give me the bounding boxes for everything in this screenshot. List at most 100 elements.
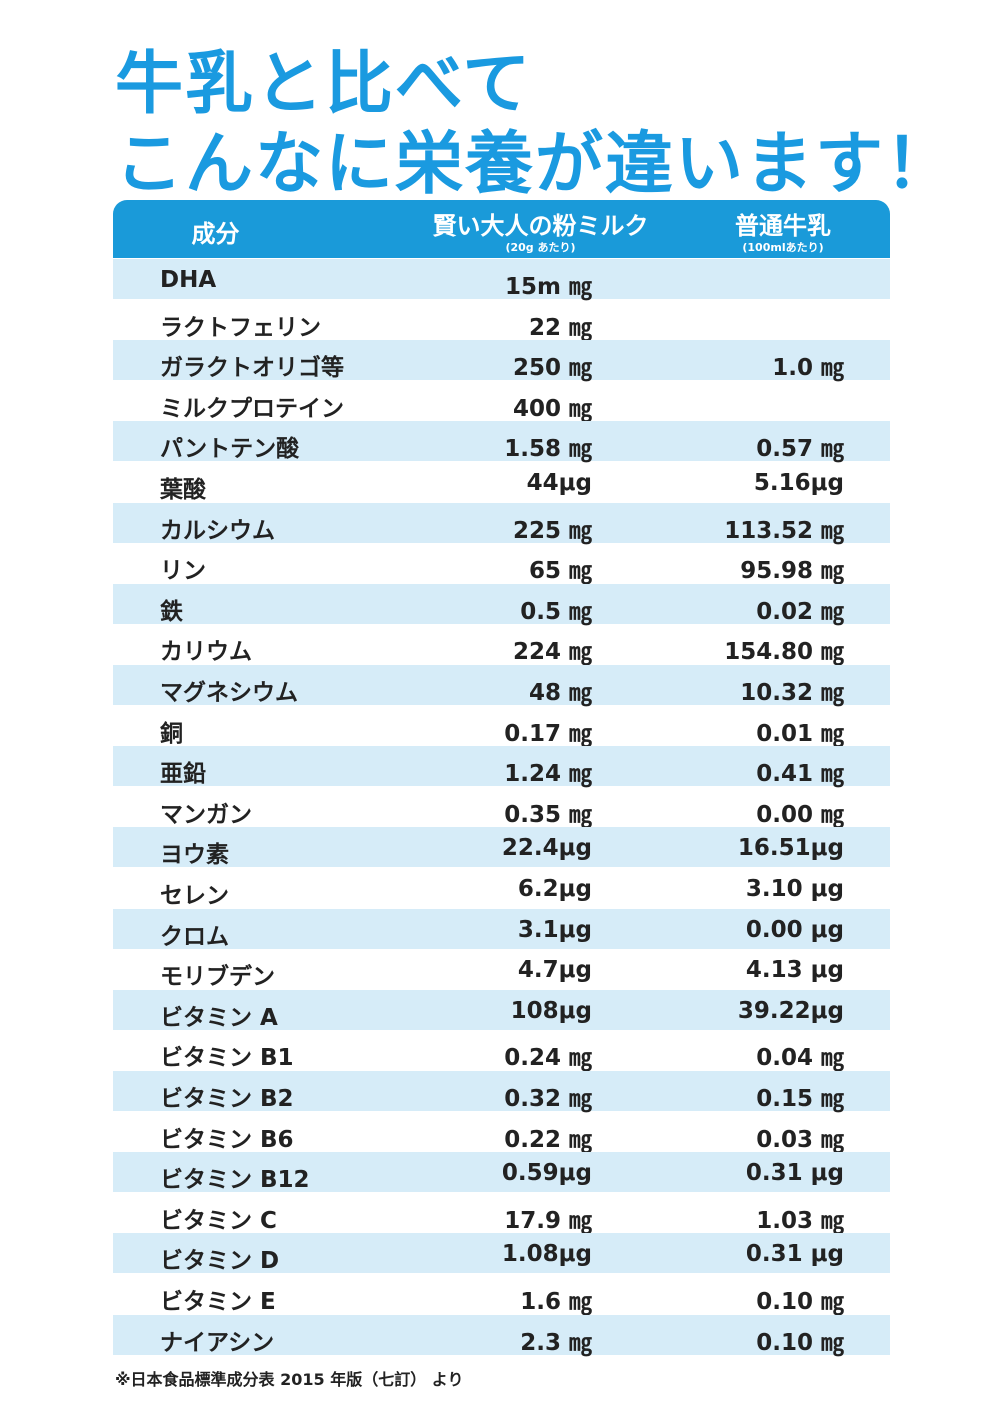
table-row: DHA 15m ㎎ <box>113 259 890 300</box>
powder-value: 22 ㎎ <box>528 314 592 341</box>
nutrient-name: ラクトフェリン <box>160 314 321 341</box>
milk-value: 4.13 μg <box>745 957 844 984</box>
table-row: ビタミン B1 0.24 ㎎ 0.04 ㎎ <box>113 1030 890 1072</box>
nutrient-name: リン <box>160 558 206 585</box>
table-row: マンガン 0.35 ㎎ 0.00 ㎎ <box>113 787 890 828</box>
nutrient-name: ビタミン B12 <box>160 1167 310 1194</box>
milk-value: 95.98 ㎎ <box>740 558 844 585</box>
nutrient-name: ビタミン B1 <box>160 1045 294 1072</box>
footnote: ※日本食品標準成分表 2015 年版（七訂） より <box>115 1370 464 1389</box>
milk-value: 0.15 ㎎ <box>756 1086 844 1112</box>
nutrient-name: カルシウム <box>160 517 275 544</box>
powder-value: 22.4μg <box>501 835 592 862</box>
milk-value: 0.00 ㎎ <box>756 801 844 828</box>
table-row: ビタミン C 17.9 ㎎ 1.03 ㎎ <box>113 1193 890 1234</box>
nutrient-name: ビタミン E <box>160 1289 276 1315</box>
milk-value: 5.16μg <box>753 470 844 496</box>
table-row: クロム 3.1μg 0.00 μg <box>113 908 890 950</box>
table-row: マグネシウム 48 ㎎ 10.32 ㎎ <box>113 665 890 706</box>
milk-value: 0.04 ㎎ <box>756 1045 844 1072</box>
powder-value: 0.59μg <box>501 1160 592 1187</box>
powder-value: 224 ㎎ <box>512 639 592 666</box>
powder-value: 1.08μg <box>501 1241 592 1268</box>
nutrient-name: ビタミン D <box>160 1248 280 1275</box>
powder-value: 65 ㎎ <box>528 558 592 585</box>
nutrient-name: ミルクプロテイン <box>160 395 344 422</box>
powder-value: 0.35 ㎎ <box>504 801 592 828</box>
milk-value: 0.00 μg <box>745 916 844 943</box>
milk-value: 154.80 ㎎ <box>724 639 844 666</box>
table-row: ビタミン B12 0.59μg 0.31 μg <box>113 1152 890 1194</box>
milk-value: 39.22μg <box>737 997 844 1024</box>
table-row: ビタミン D 1.08μg 0.31 μg <box>113 1233 890 1275</box>
milk-value: 0.31 μg <box>745 1241 844 1268</box>
column-note: (20g あたり) <box>505 241 576 254</box>
powder-value: 17.9 ㎎ <box>504 1207 592 1234</box>
milk-value: 0.41 ㎎ <box>756 761 844 788</box>
nutrient-name: DHA <box>160 267 217 293</box>
milk-value: 113.52 ㎎ <box>724 517 844 544</box>
nutrient-name: ビタミン B2 <box>160 1086 294 1112</box>
nutrient-name: 葉酸 <box>160 477 206 503</box>
column-header: 賢い大人の粉ミルク (20g あたり) <box>403 206 678 255</box>
nutrient-name: モリブデン <box>160 964 275 991</box>
milk-value: 0.02 ㎎ <box>756 598 844 625</box>
powder-value: 0.5 ㎎ <box>520 598 592 625</box>
column-label: 普通牛乳 <box>735 212 831 240</box>
nutrient-name: ビタミン B6 <box>160 1126 294 1153</box>
table-row: リン 65 ㎎ 95.98 ㎎ <box>113 543 890 585</box>
column-label: 賢い大人の粉ミルク <box>432 212 649 240</box>
nutrient-name: ヨウ素 <box>160 842 229 869</box>
milk-value: 3.10 μg <box>745 876 844 902</box>
powder-value: 108μg <box>510 997 592 1024</box>
table-header: 成分 賢い大人の粉ミルク (20g あたり) 普通牛乳 (100mlあたり) <box>113 200 890 258</box>
milk-value: 0.10 ㎎ <box>756 1289 844 1315</box>
column-label: 成分 <box>191 220 240 248</box>
column-header: 普通牛乳 (100mlあたり) <box>703 206 863 255</box>
powder-value: 0.22 ㎎ <box>504 1126 592 1153</box>
powder-value: 6.2μg <box>517 876 592 902</box>
table-row: 亜鉛 1.24 ㎎ 0.41 ㎎ <box>113 746 890 788</box>
milk-value: 10.32 ㎎ <box>740 680 844 706</box>
nutrient-name: マグネシウム <box>160 680 298 706</box>
nutrient-name: ビタミン C <box>160 1207 277 1234</box>
powder-value: 15m ㎎ <box>505 274 592 300</box>
title-line: こんなに栄養が違います！ <box>115 125 956 204</box>
table-row: ミルクプロテイン 400 ㎎ <box>113 381 890 422</box>
nutrient-name: 亜鉛 <box>160 761 206 788</box>
nutrient-name: クロム <box>160 923 229 950</box>
powder-value: 44μg <box>526 470 592 496</box>
column-header: 成分 <box>153 214 278 249</box>
powder-value: 0.32 ㎎ <box>504 1086 592 1112</box>
table-row: カリウム 224 ㎎ 154.80 ㎎ <box>113 624 890 666</box>
nutrient-name: 銅 <box>160 720 183 747</box>
powder-value: 1.24 ㎎ <box>504 761 592 788</box>
nutrient-name: ガラクトオリゴ等 <box>160 355 344 382</box>
powder-value: 1.6 ㎎ <box>520 1289 592 1315</box>
table-row: ビタミン E 1.6 ㎎ 0.10 ㎎ <box>113 1274 890 1315</box>
milk-value: 16.51μg <box>737 835 844 862</box>
table-row: 銅 0.17 ㎎ 0.01 ㎎ <box>113 706 890 747</box>
milk-value: 0.31 μg <box>745 1160 844 1187</box>
table-row: ヨウ素 22.4μg 16.51μg <box>113 827 890 869</box>
nutrient-name: セレン <box>160 883 229 909</box>
nutrient-name: ナイアシン <box>160 1329 275 1356</box>
table-row: 鉄 0.5 ㎎ 0.02 ㎎ <box>113 583 890 625</box>
powder-value: 250 ㎎ <box>512 355 592 382</box>
table-row: モリブデン 4.7μg 4.13 μg <box>113 949 890 991</box>
column-note: (100mlあたり) <box>742 241 824 254</box>
table-row: パントテン酸 1.58 ㎎ 0.57 ㎎ <box>113 421 890 462</box>
milk-value: 0.01 ㎎ <box>756 720 844 747</box>
table-row: カルシウム 225 ㎎ 113.52 ㎎ <box>113 502 890 544</box>
table-row: ビタミン B6 0.22 ㎎ 0.03 ㎎ <box>113 1112 890 1153</box>
powder-value: 0.24 ㎎ <box>504 1045 592 1072</box>
table-row: ラクトフェリン 22 ㎎ <box>113 300 890 341</box>
table-row: ガラクトオリゴ等 250 ㎎ 1.0 ㎎ <box>113 340 890 382</box>
powder-value: 400 ㎎ <box>512 395 592 422</box>
table-row: ビタミン A 108μg 39.22μg <box>113 989 890 1031</box>
milk-value: 0.10 ㎎ <box>756 1329 844 1356</box>
table-row: ナイアシン 2.3 ㎎ 0.10 ㎎ <box>113 1314 890 1356</box>
powder-value: 3.1μg <box>517 916 592 943</box>
nutrient-name: カリウム <box>160 639 252 666</box>
